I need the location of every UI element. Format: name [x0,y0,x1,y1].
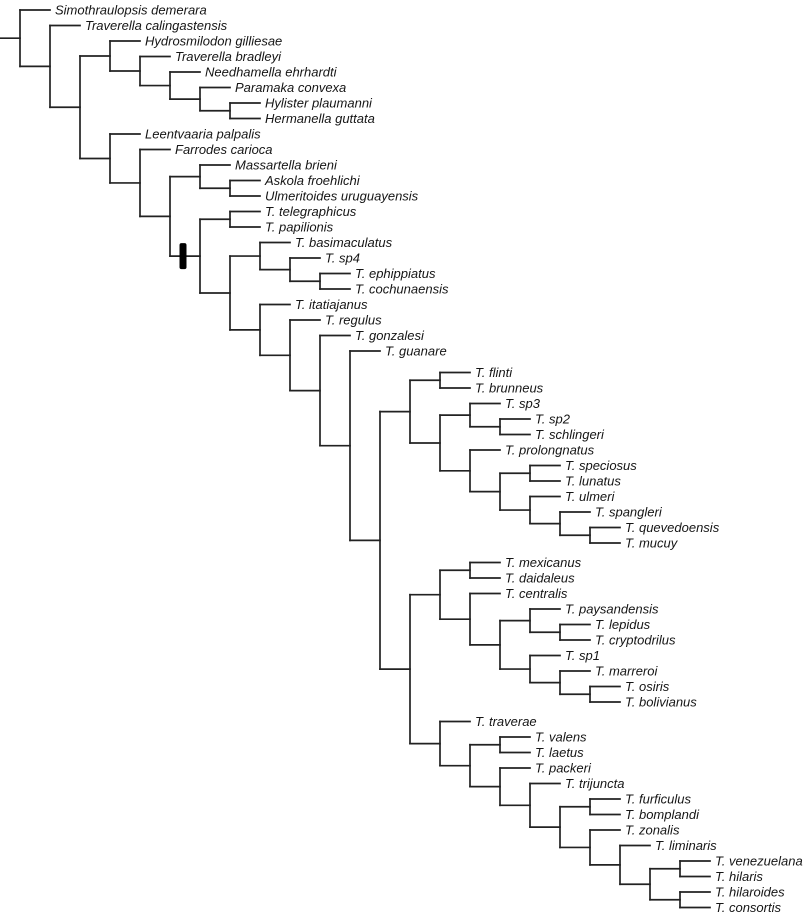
taxon-label: T. ulmeri [565,489,615,504]
taxon-label: Farrodes carioca [175,142,273,157]
taxon-label: T. flinti [475,365,513,380]
taxon-label: Hermanella guttata [265,111,375,126]
taxon-label: T. zonalis [625,823,680,838]
taxon-label: T. marreroi [595,664,658,679]
taxon-label: T. consortis [715,900,781,915]
taxon-label: Traverella bradleyi [175,49,282,64]
taxon-label: T. itatiajanus [295,297,368,312]
taxon-label: T. basimaculatus [295,235,393,250]
taxon-label: T. regulus [325,313,382,328]
taxon-label: T. lepidus [595,617,651,632]
taxon-label: T. schlingeri [535,427,605,442]
taxon-label: T. brunneus [475,381,544,396]
taxon-label: T. hilaris [715,869,763,884]
taxon-label: T. liminaris [655,838,717,853]
taxon-label: T. daidaleus [505,571,575,586]
taxon-label: T. laetus [535,745,584,760]
taxon-label: Ulmeritoides uruguayensis [265,189,419,204]
taxon-label: T. telegraphicus [265,204,357,219]
taxon-label: T. mexicanus [505,555,582,570]
taxon-label: T. sp2 [535,412,571,427]
taxon-label: T. mucuy [625,536,679,551]
taxon-label: T. packeri [535,761,592,776]
taxon-label: T. spangleri [595,505,663,520]
taxon-label: Leentvaaria palpalis [145,127,261,142]
taxon-label: T. cochunaensis [355,282,449,297]
taxon-label: T. bolivianus [625,695,697,710]
taxon-label: Hydrosmilodon gilliesae [145,34,282,49]
taxon-label: T. valens [535,730,587,745]
taxon-label: T. sp4 [325,251,360,266]
taxon-label: T. centralis [505,586,568,601]
taxon-label: T. sp3 [505,396,541,411]
taxon-label: T. furficulus [625,792,691,807]
taxon-label: T. trijuncta [565,776,625,791]
taxon-label: Needhamella ehrhardti [205,65,338,80]
taxon-label: T. papilionis [265,220,334,235]
taxon-label: T. osiris [625,679,670,694]
taxon-label: T. prolongnatus [505,443,595,458]
taxon-label: T. ephippiatus [355,266,436,281]
taxon-label: T. guanare [385,344,447,359]
taxon-label: T. gonzalesi [355,328,425,343]
taxon-label: Hylister plaumanni [265,96,373,111]
synapomorphy-bar [179,243,187,270]
taxon-label: T. paysandensis [565,602,659,617]
taxon-label: T. sp1 [565,648,600,663]
taxon-label: Traverella calingastensis [85,18,228,33]
taxon-label: Paramaka convexa [235,80,346,95]
taxon-label: T. hilaroides [715,885,785,900]
taxon-label: T. speciosus [565,458,637,473]
taxon-label: Simothraulopsis demerara [55,3,207,18]
taxon-label: T. quevedoensis [625,520,720,535]
taxon-label: T. cryptodrilus [595,633,676,648]
taxon-label: T. lunatus [565,474,621,489]
taxon-label: T. venezuelana [715,854,803,869]
taxon-label: Massartella brieni [235,158,338,173]
taxon-label: T. traverae [475,714,537,729]
taxon-label: T. bomplandi [625,807,700,822]
taxon-label: Askola froehlichi [264,173,361,188]
